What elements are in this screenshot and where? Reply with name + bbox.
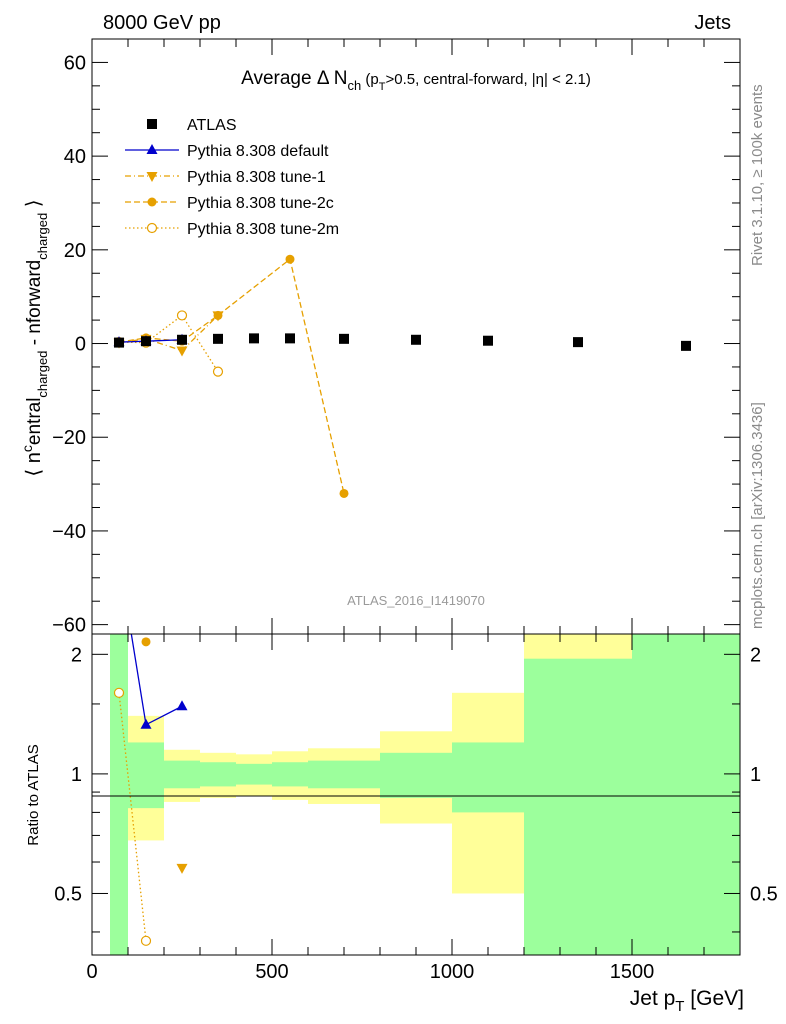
uncertainty-band-inner <box>272 762 308 787</box>
ratio-y-tick-label-right: 1 <box>750 764 761 786</box>
legend-label: Pythia 8.308 tune-1 <box>187 169 326 186</box>
data-point <box>177 334 187 345</box>
ratio-data-point <box>140 718 152 729</box>
legend: ATLAS Pythia 8.308 default Pythia 8.308 tu… <box>125 117 339 238</box>
legend-entry: ATLAS <box>147 117 237 134</box>
data-point <box>114 337 124 348</box>
analysis-watermark: ATLAS_2016_I1419070 <box>347 593 485 608</box>
legend-label: Pythia 8.308 default <box>187 143 329 160</box>
ratio-data-point <box>176 700 188 711</box>
ratio-data-marks <box>113 634 188 946</box>
uncertainty-band-inner <box>452 742 524 813</box>
series-pythia-8-308-tune-1 <box>113 311 224 357</box>
data-point <box>339 333 349 344</box>
legend-marker <box>146 172 158 182</box>
ratio-series-pythia-8-308-tune-2m <box>113 687 152 946</box>
ratio-data-point <box>176 863 188 874</box>
header-category: Jets <box>694 12 731 34</box>
legend-marker <box>147 119 157 129</box>
uncertainty-band-inner <box>164 760 200 789</box>
x-axis-label: Jet pT [GeV] <box>630 987 744 1015</box>
legend-label: Pythia 8.308 tune-2c <box>187 195 334 212</box>
data-point <box>213 333 223 344</box>
y-tick-label: 0 <box>75 334 86 356</box>
ratio-y-tick-label: 2 <box>71 644 82 666</box>
legend-entry: Pythia 8.308 tune-1 <box>125 169 326 186</box>
y-tick-label: −60 <box>52 615 86 637</box>
legend-entry: Pythia 8.308 tune-2c <box>125 195 334 212</box>
header-collision: 8000 GeV pp <box>103 12 221 34</box>
ratio-data-point <box>140 935 152 946</box>
data-point <box>483 335 493 346</box>
svg-text:⟨ ncentralcharged - nforwardch: ⟨ ncentralcharged - nforwardcharged ⟩ <box>19 199 50 476</box>
ratio-panel: 0.5 0.5 1 1 2 2 0 500 1000 1500 Ratio to ATLAS Je… <box>25 633 778 1015</box>
legend-marker <box>146 222 158 234</box>
ratio-series-group <box>113 634 188 946</box>
series-atlas <box>114 333 691 351</box>
legend-entry: Pythia 8.308 tune-2m <box>125 221 339 238</box>
legend-marker <box>146 144 158 154</box>
uncertainty-band-inner <box>632 634 740 955</box>
data-point <box>141 336 151 347</box>
data-point <box>339 488 349 498</box>
data-point <box>285 333 295 344</box>
main-axis-ticks: −60 −40 −20 0 20 40 60 <box>52 39 741 637</box>
uncertainty-band-inner <box>236 763 272 785</box>
ratio-y-tick-label-right: 0.5 <box>750 883 778 905</box>
ratio-uncertainty-bands <box>110 634 740 955</box>
series-pythia-8-308-tune-2c <box>114 254 349 498</box>
ratio-data-point <box>113 687 125 698</box>
rivet-label: Rivet 3.1.10, ≥ 100k events <box>749 84 766 266</box>
x-tick-label: 0 <box>86 961 97 983</box>
data-point <box>176 310 188 321</box>
data-point <box>573 337 583 348</box>
series-line <box>118 314 219 352</box>
ratio-y-tick-label: 0.5 <box>54 883 82 905</box>
uncertainty-band-inner <box>200 762 236 787</box>
ratio-y-axis-label: Ratio to ATLAS <box>25 744 42 845</box>
ratio-data-point <box>141 637 151 647</box>
x-tick-label: 500 <box>255 961 288 983</box>
ratio-y-tick-label-right: 2 <box>750 644 761 666</box>
uncertainty-band-inner <box>524 658 632 955</box>
legend-marker <box>147 197 157 207</box>
legend-entry: Pythia 8.308 default <box>125 143 329 160</box>
x-tick-label: 1500 <box>610 961 655 983</box>
main-data-marks <box>113 254 691 498</box>
y-tick-label: 60 <box>64 52 86 74</box>
ratio-axis-ticks: 0.5 0.5 1 1 2 2 0 500 1000 1500 <box>54 634 778 983</box>
series-line <box>118 314 219 372</box>
series-line <box>118 258 345 494</box>
ratio-series-pythia-8-308-default <box>130 634 188 729</box>
ratio-series-pythia-8-308-tune-2c <box>141 637 151 647</box>
y-tick-label: 40 <box>64 146 86 168</box>
mcplots-label: mcplots.cern.ch [arXiv:1306.3436] <box>749 402 766 629</box>
data-point <box>681 340 691 351</box>
uncertainty-band-inner <box>380 752 452 798</box>
legend-label: Pythia 8.308 tune-2m <box>187 221 339 238</box>
y-tick-label: −40 <box>52 521 86 543</box>
x-tick-label: 1000 <box>430 961 475 983</box>
data-point <box>176 346 188 357</box>
uncertainty-band-inner <box>128 742 164 809</box>
legend-label: ATLAS <box>187 117 237 134</box>
main-panel: −60 −40 −20 0 20 40 60 Average Δ Nch (pT>0.5, … <box>19 38 741 637</box>
ratio-series-pythia-8-308-tune-1 <box>176 863 188 874</box>
ratio-y-tick-label: 1 <box>71 764 82 786</box>
ratio-series-line <box>118 692 147 941</box>
y-tick-label: −20 <box>52 427 86 449</box>
data-point <box>212 366 224 377</box>
data-point <box>411 334 421 345</box>
data-point <box>285 254 295 264</box>
chart-title: Average Δ Nch (pT>0.5, central-forward, … <box>241 68 591 93</box>
uncertainty-band-inner <box>110 634 128 955</box>
y-tick-label: 20 <box>64 240 86 262</box>
series-pythia-8-308-tune-2m <box>113 310 224 377</box>
uncertainty-band-inner <box>308 760 380 789</box>
data-point <box>249 333 259 344</box>
data-point <box>212 311 224 322</box>
y-axis-label: ⟨ ncentralcharged - nforwardcharged ⟩ <box>19 199 50 476</box>
